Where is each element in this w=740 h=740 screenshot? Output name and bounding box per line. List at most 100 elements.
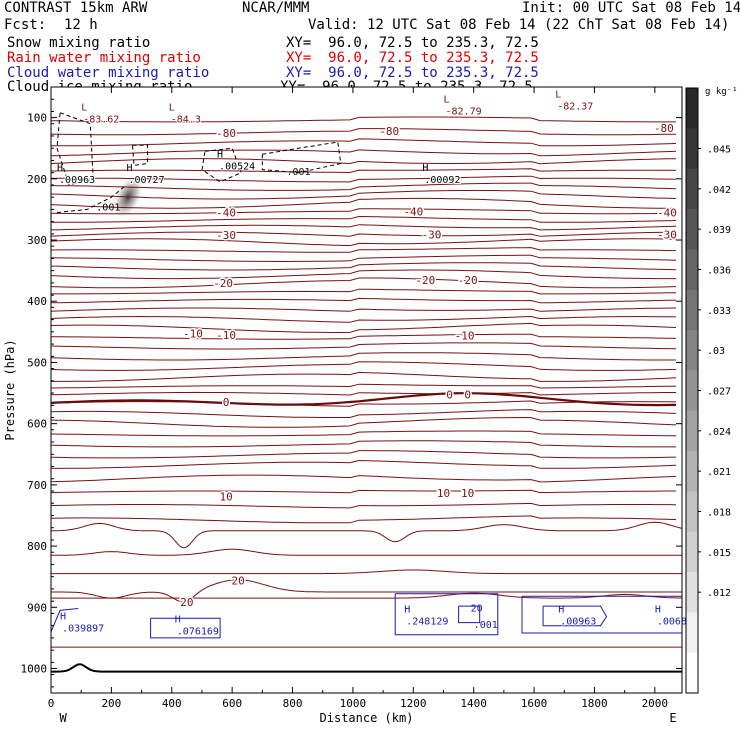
cloud-ice-contour [56,112,94,186]
extremum-marker: L [81,102,87,113]
x-tick-label: 2000 [642,697,669,710]
isotherm-label: -30 [421,229,441,242]
isotherm-line [51,277,677,289]
isotherm-line [51,149,677,157]
x-tick-label: 0 [48,697,55,710]
extremum-value: .00092 [424,175,460,186]
isotherm-line [51,307,677,312]
west-label: W [59,711,67,725]
x-axis-label: Distance (km) [320,711,414,725]
cloud-ice-contour [261,141,342,174]
terrain-surface-line [51,663,682,673]
isotherm-line [51,548,682,556]
east-label: E [669,711,676,725]
fcst-label: Fcst: [4,17,47,33]
y-tick-label: 800 [27,540,47,553]
colorbar-tick-label: .033 [707,306,731,317]
isotherm-line [51,208,677,215]
legend-rain-label: Rain water mixing ratio [7,50,201,66]
isotherm-line [51,158,677,165]
isotherm-label: 0 [223,396,230,409]
isotherm-line [51,168,677,174]
colorbar-tick-label: .012 [707,588,731,599]
isotherm-line [51,175,677,183]
isotherm-line [51,459,677,469]
isotherm-label: -20 [213,277,233,290]
isotherm-line [51,440,676,448]
contour-value-label: .001 [474,620,498,631]
colorbar-swatch [686,491,698,533]
isotherm-line [51,322,677,333]
extremum-marker: H [422,163,428,174]
colorbar-swatch [686,370,698,412]
extremum-value: .00684 [657,616,693,627]
isotherm-label: -10 [183,328,203,341]
y-tick-label: 700 [27,479,47,492]
isotherm-line [51,430,676,437]
colorbar-swatch [686,88,698,129]
isotherm-label: -40 [657,206,677,219]
isotherm-line [51,116,676,123]
x-tick-label: 400 [162,697,182,710]
cloud-water-contour [394,593,499,636]
colorbar-swatch [686,289,698,331]
isotherm-label: -20 [415,274,435,287]
colorbar-swatch [686,330,698,371]
extremum-marker: L [443,94,449,105]
y-tick-label: 100 [27,112,47,125]
isotherm-line [51,409,677,418]
isotherm-label: -30 [216,229,236,242]
valid-time: Valid: 12 UTC Sat 08 Feb 14 (22 ChT Sat … [308,17,730,33]
x-tick-label: 600 [222,697,242,710]
isotherm-label: -80 [379,125,399,138]
plot-frame [50,86,683,694]
cloud-water-contour [150,617,221,639]
isotherm-line [51,215,677,223]
extremum-marker: L [169,102,175,113]
extremum-value: .039897 [62,624,104,635]
extremum-marker: L [555,90,561,101]
y-tick-label: 200 [27,173,47,186]
legend-snow-label: Snow mixing ratio [7,35,151,51]
x-tick-label: 1000 [340,697,367,710]
contour-value-label: 20 [471,603,483,614]
isotherm-label: -40 [403,205,423,218]
extremum-marker: H [404,604,410,615]
snow-contour [56,184,127,213]
isotherm-label: 10 [437,487,450,500]
isotherm-line [51,269,676,280]
colorbar-swatch [686,128,698,170]
isotherm-label: -10 [216,329,236,342]
isotherm-label: -10 [455,330,475,343]
cloud-water-contour [542,605,608,627]
isotherm-line [51,231,677,237]
isotherm-label: 20 [232,574,245,587]
x-tick-label: 800 [283,697,303,710]
isotherm-line [51,474,677,483]
isotherm-label: -40 [216,206,236,219]
extremum-value: -83.62 [83,114,119,125]
colorbar-swatch [686,410,698,452]
x-tick-label: 1800 [581,697,608,710]
isotherm-line [51,391,676,396]
legend-rain-xy: XY= 96.0, 72.5 to 235.3, 72.5 [286,50,539,66]
extremum-marker: H [126,163,132,174]
y-tick-label: 300 [27,234,47,247]
isotherm-line [51,224,677,231]
isotherm-line [51,521,682,549]
y-tick-label: 500 [27,356,47,369]
isotherm-line [51,569,682,575]
colorbar-tick-label: .024 [707,427,731,438]
legend-snow-xy: XY= 96.0, 72.5 to 235.3, 72.5 [286,35,539,51]
isotherm-label: 10 [461,487,474,500]
x-tick-label: 200 [101,697,121,710]
extremum-value: .00524 [219,162,255,173]
cloud-ice-contour [132,144,149,166]
isotherm-line [51,383,677,389]
y-tick-label: 400 [27,295,47,308]
isotherm-line [51,489,676,494]
isotherm-line [51,502,677,509]
isotherm-line [51,197,676,209]
colorbar-swatch [686,531,698,573]
